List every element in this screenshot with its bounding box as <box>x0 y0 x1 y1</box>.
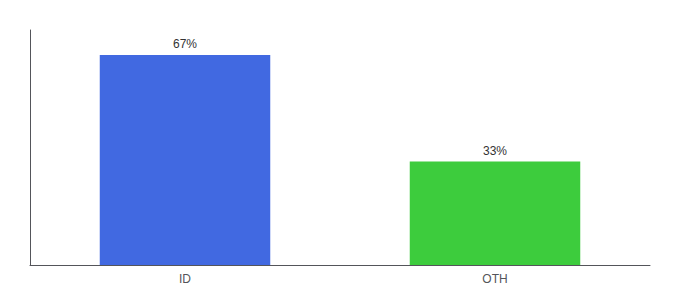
svg-text:OTH: OTH <box>482 272 507 286</box>
svg-text:33%: 33% <box>483 144 507 158</box>
svg-text:67%: 67% <box>173 37 197 51</box>
svg-text:ID: ID <box>179 272 191 286</box>
